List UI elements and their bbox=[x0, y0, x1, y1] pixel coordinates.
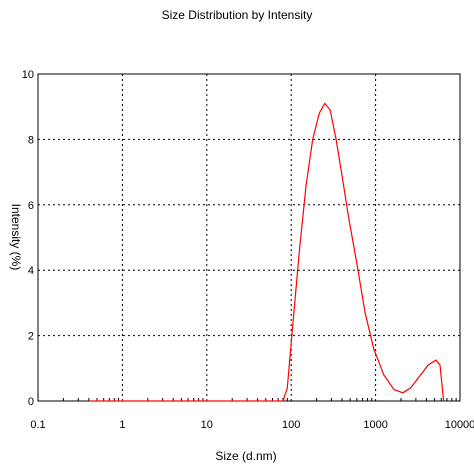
y-tick-label: 8 bbox=[28, 134, 34, 146]
grid bbox=[38, 74, 460, 401]
y-tick-label: 6 bbox=[28, 200, 34, 212]
x-tick-label: 1000 bbox=[363, 419, 387, 431]
y-tick-label: 10 bbox=[22, 69, 34, 81]
y-axis-label: Intensity (%) bbox=[9, 204, 23, 271]
y-tick-label: 2 bbox=[28, 331, 34, 343]
y-tick-label: 4 bbox=[28, 265, 34, 277]
plot-frame bbox=[37, 73, 461, 402]
x-tick-label: 10000 bbox=[445, 419, 474, 431]
x-tick-label: 100 bbox=[282, 419, 300, 431]
x-tick-label: 1 bbox=[119, 419, 125, 431]
x-tick-label: 10 bbox=[201, 419, 213, 431]
y-tick-label: 0 bbox=[28, 396, 34, 408]
series-line bbox=[88, 102, 445, 402]
x-ticks: 0.1 1 10 100 1000 10000 bbox=[30, 398, 474, 431]
x-tick-label: 0.1 bbox=[30, 419, 45, 431]
chart-title: Size Distribution by Intensity bbox=[162, 8, 313, 22]
x-axis-label: Size (d.nm) bbox=[215, 449, 276, 463]
y-ticks: 0 2 4 6 8 10 bbox=[22, 69, 34, 408]
